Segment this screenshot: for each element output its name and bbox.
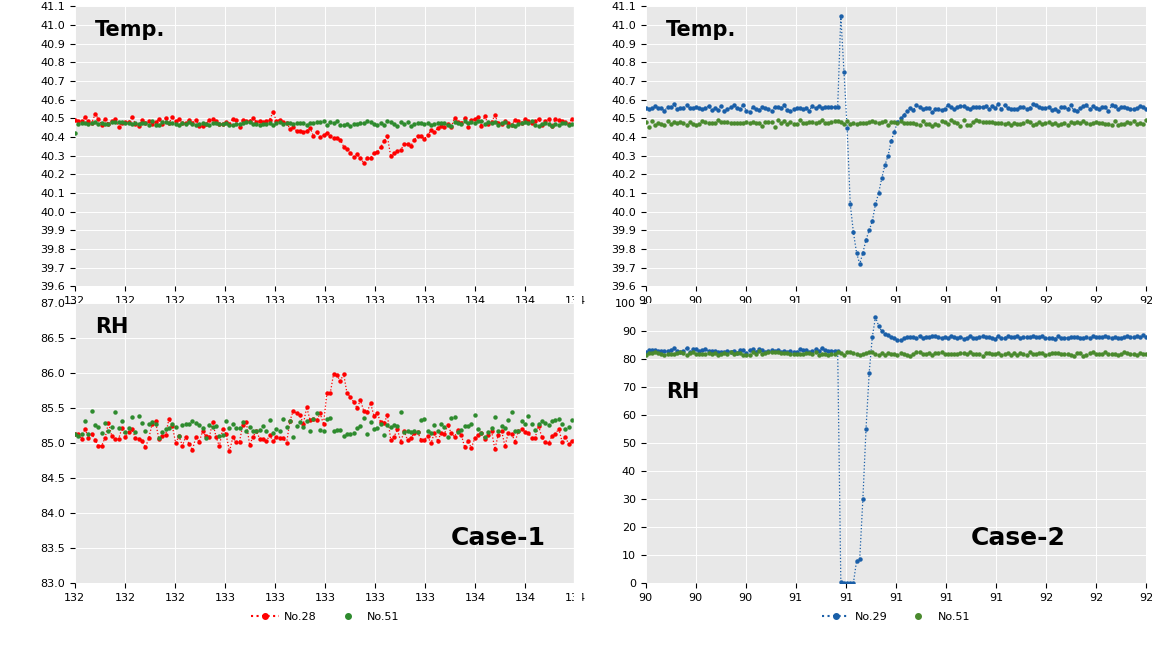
No.51 bbox=[1054, 120, 1068, 128]
No.51 bbox=[357, 414, 371, 422]
No.29 bbox=[780, 349, 794, 356]
Line: No.51: No.51 bbox=[74, 410, 577, 440]
No.28 bbox=[354, 154, 367, 162]
Line: No.28: No.28 bbox=[74, 373, 577, 453]
No.51 bbox=[740, 118, 753, 126]
No.28 bbox=[266, 108, 280, 116]
No.29 bbox=[1139, 333, 1152, 341]
No.29 bbox=[1121, 104, 1135, 111]
No.51 bbox=[569, 121, 583, 129]
No.51 bbox=[1051, 349, 1064, 357]
Text: RH: RH bbox=[666, 382, 699, 402]
No.28 bbox=[68, 116, 82, 124]
No.51 bbox=[68, 130, 82, 137]
No.28 bbox=[420, 432, 434, 440]
No.29 bbox=[969, 104, 983, 111]
No.51 bbox=[1067, 353, 1081, 360]
No.29 bbox=[638, 104, 652, 111]
Line: No.51: No.51 bbox=[644, 350, 1147, 358]
No.51 bbox=[266, 121, 280, 128]
No.29 bbox=[969, 334, 983, 342]
Line: No.51: No.51 bbox=[74, 119, 577, 135]
No.51 bbox=[783, 351, 797, 358]
No.51 bbox=[1121, 349, 1135, 357]
No.28 bbox=[222, 448, 236, 456]
No.51 bbox=[783, 118, 797, 126]
No.28 bbox=[270, 433, 283, 441]
No.29 bbox=[740, 349, 753, 357]
No.28 bbox=[236, 421, 250, 428]
No.51 bbox=[199, 434, 213, 442]
No.51 bbox=[273, 426, 287, 434]
No.28 bbox=[569, 435, 583, 443]
No.51 bbox=[638, 118, 652, 126]
No.29 bbox=[834, 12, 848, 19]
No.51 bbox=[752, 347, 766, 355]
No.51 bbox=[420, 428, 434, 435]
No.29 bbox=[922, 104, 935, 111]
No.29 bbox=[869, 314, 882, 321]
No.51 bbox=[417, 120, 431, 128]
No.29 bbox=[638, 348, 652, 356]
Legend: No.28, No.51: No.28, No.51 bbox=[247, 608, 404, 627]
No.51 bbox=[919, 351, 933, 358]
No.51 bbox=[569, 429, 583, 437]
No.29 bbox=[1121, 332, 1135, 340]
No.29 bbox=[922, 333, 935, 341]
No.51 bbox=[329, 117, 343, 124]
No.28 bbox=[488, 111, 502, 119]
No.51 bbox=[68, 430, 82, 437]
No.51 bbox=[240, 427, 253, 435]
No.28 bbox=[233, 124, 247, 132]
No.28 bbox=[68, 430, 82, 438]
No.51 bbox=[1139, 116, 1152, 124]
No.29 bbox=[740, 107, 753, 115]
Legend: No.29, No.51: No.29, No.51 bbox=[817, 311, 975, 330]
No.51 bbox=[233, 120, 247, 128]
No.51 bbox=[485, 119, 499, 126]
Line: No.29: No.29 bbox=[644, 14, 1147, 266]
No.51 bbox=[354, 119, 367, 127]
No.51 bbox=[638, 351, 652, 359]
No.51 bbox=[967, 350, 980, 358]
No.29 bbox=[780, 106, 794, 114]
Legend: No.29, No.51: No.29, No.51 bbox=[817, 608, 975, 627]
No.51 bbox=[488, 413, 502, 421]
No.28 bbox=[327, 370, 341, 378]
Text: Case-1: Case-1 bbox=[450, 526, 545, 550]
Text: Temp.: Temp. bbox=[94, 21, 165, 40]
No.51 bbox=[85, 408, 99, 415]
No.51 bbox=[767, 123, 781, 131]
No.28 bbox=[569, 115, 583, 123]
Line: No.28: No.28 bbox=[74, 110, 577, 165]
No.51 bbox=[919, 120, 933, 128]
No.51 bbox=[333, 121, 347, 128]
No.29 bbox=[852, 260, 866, 268]
No.29 bbox=[840, 579, 854, 587]
No.51 bbox=[969, 116, 983, 124]
No.28 bbox=[488, 445, 502, 453]
No.51 bbox=[967, 118, 980, 126]
No.28 bbox=[336, 370, 350, 378]
No.29 bbox=[1054, 104, 1068, 111]
Text: RH: RH bbox=[94, 318, 128, 337]
No.29 bbox=[1054, 334, 1068, 342]
No.29 bbox=[1139, 105, 1152, 113]
No.28 bbox=[420, 132, 434, 139]
No.51 bbox=[1121, 118, 1135, 126]
No.51 bbox=[740, 351, 753, 359]
Line: No.29: No.29 bbox=[644, 316, 1147, 584]
Line: No.51: No.51 bbox=[644, 118, 1147, 128]
Legend: No.28, No.51: No.28, No.51 bbox=[247, 311, 404, 330]
Text: Case-2: Case-2 bbox=[971, 526, 1066, 550]
No.28 bbox=[357, 159, 371, 167]
No.51 bbox=[336, 432, 350, 440]
No.28 bbox=[333, 135, 347, 143]
No.51 bbox=[1139, 350, 1152, 358]
No.28 bbox=[270, 117, 283, 125]
Text: Temp.: Temp. bbox=[666, 21, 736, 40]
No.28 bbox=[357, 408, 371, 415]
